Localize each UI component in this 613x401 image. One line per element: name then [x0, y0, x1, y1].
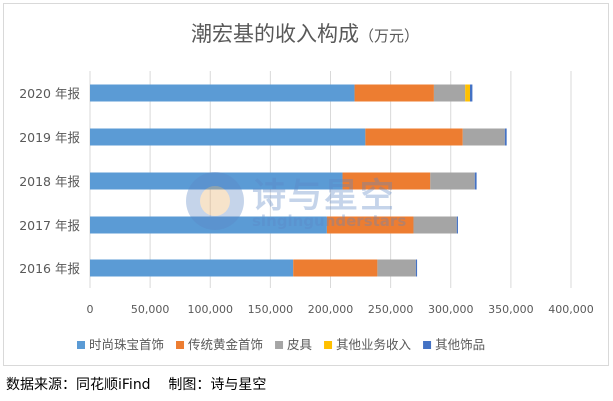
- legend-swatch: [275, 341, 284, 349]
- watermark-logo-icon: [186, 172, 244, 230]
- category-labels: 2016 年报 2017 年报 2018 年报 2019 年报 2020 年报: [19, 86, 80, 276]
- bar-segment: [504, 128, 507, 146]
- bar-segment: [90, 259, 294, 277]
- legend-swatch: [324, 341, 333, 349]
- bar-segment: [469, 84, 473, 102]
- legend-label: 皮具: [287, 337, 313, 352]
- x-tick-label: 0: [87, 303, 94, 316]
- x-tick-label: 50,000: [131, 303, 170, 316]
- x-tick-label: 200,000: [308, 303, 354, 316]
- source-note: 数据来源：同花顺iFind 制图：诗与星空: [6, 377, 267, 393]
- bar-segment: [293, 259, 378, 277]
- x-tick-labels: 0 50,000 100,000 150,000 200,000 250,000 300,0…: [87, 303, 594, 316]
- legend: 时尚珠宝首饰 传统黄金首饰 皮具 其他业务收入 其他饰品: [77, 337, 485, 352]
- x-tick-label: 250,000: [368, 303, 414, 316]
- category-label: 2019 年报: [19, 130, 80, 145]
- legend-label: 其他业务收入: [336, 337, 412, 352]
- bar-segment: [413, 216, 457, 234]
- legend-swatch: [423, 341, 432, 349]
- category-label: 2018 年报: [19, 174, 80, 189]
- legend-label: 传统黄金首饰: [188, 337, 263, 352]
- bars: [90, 84, 507, 277]
- category-label: 2016 年报: [19, 261, 80, 276]
- bar-segment: [415, 259, 418, 277]
- bar-segment: [90, 84, 355, 102]
- legend-swatch: [77, 341, 85, 349]
- watermark-en: singingunderstars: [252, 212, 407, 230]
- watermark-cn: 诗与星空: [252, 176, 396, 216]
- bar-segment: [326, 216, 414, 234]
- bar-segment: [90, 216, 327, 234]
- bar-segment: [474, 172, 477, 190]
- x-tick-label: 350,000: [488, 303, 534, 316]
- bar-segment: [462, 128, 505, 146]
- x-tick-label: 400,000: [548, 303, 594, 316]
- bar-segment: [354, 84, 434, 102]
- category-label: 2017 年报: [19, 218, 80, 233]
- bar-segment: [90, 128, 366, 146]
- chart: 潮宏基的收入构成（万元） 2016 年报 2017 年报 2018 年报 2019 年…: [19, 22, 594, 352]
- x-tick-label: 300,000: [428, 303, 474, 316]
- category-label: 2020 年报: [19, 86, 80, 101]
- chart-title: 潮宏基的收入构成（万元）: [191, 22, 419, 46]
- bar-segment: [456, 216, 458, 234]
- bar-segment: [433, 84, 466, 102]
- watermark: 诗与星空 singingunderstars: [186, 168, 426, 240]
- bar-segment: [377, 259, 416, 277]
- bar-segment: [430, 172, 475, 190]
- x-tick-label: 100,000: [188, 303, 234, 316]
- legend-label: 时尚珠宝首饰: [89, 337, 164, 352]
- x-tick-label: 150,000: [248, 303, 294, 316]
- bar-segment: [90, 172, 343, 190]
- bar-segment: [342, 172, 431, 190]
- bar-segment: [365, 128, 463, 146]
- legend-swatch: [176, 341, 185, 349]
- bar-segment: [465, 84, 470, 102]
- legend-label: 其他饰品: [435, 337, 485, 352]
